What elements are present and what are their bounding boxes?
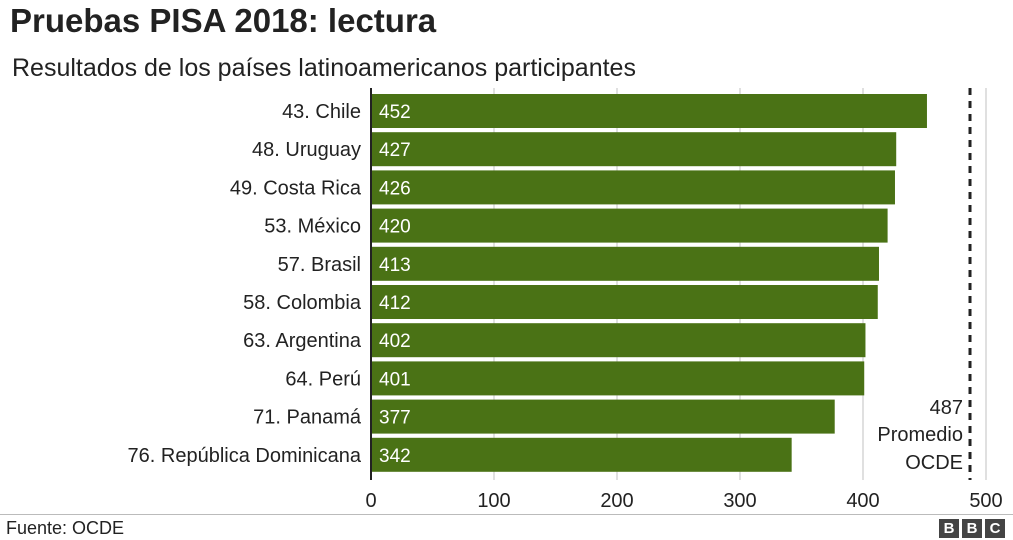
bar-value-label: 420 [379,217,411,238]
category-label: 48. Uruguay [252,139,361,161]
x-tick-label: 200 [600,490,633,510]
category-label: 76. República Dominicana [128,445,362,467]
bar [371,170,895,205]
chart-title: Pruebas PISA 2018: lectura [10,2,437,39]
bar [371,132,897,167]
bar [371,399,835,434]
x-tick-label: 0 [365,490,376,510]
bar [371,437,792,472]
bar-value-label: 342 [379,446,411,467]
bar [371,208,888,243]
footer-divider [0,514,1013,515]
bar [371,361,865,396]
chart-subtitle: Resultados de los países latinoamericano… [12,54,636,82]
category-label: 57. Brasil [278,254,361,276]
bar-chart: 0 100 200 300 400 500 43. Chile 452 48. Uruguay 4… [128,88,1003,510]
bar [371,323,866,358]
category-label: 58. Colombia [243,292,362,314]
bar [371,94,927,128]
oecd-average-label: Promedio [877,424,963,446]
category-label: 43. Chile [282,101,361,123]
bar-value-label: 427 [379,140,411,161]
bar-value-label: 426 [379,178,411,199]
bar [371,285,878,319]
oecd-average-label: 487 [930,397,963,419]
bar-value-label: 401 [379,369,411,390]
bar-value-label: 413 [379,255,411,276]
bbc-logo-letter-b2: B [962,519,982,538]
category-label: 63. Argentina [243,330,362,352]
x-tick-label: 400 [846,490,879,510]
category-label: 71. Panamá [253,407,362,429]
bbc-logo-letter-c: C [985,519,1005,538]
x-tick-label: 500 [969,490,1002,510]
category-label: 53. México [264,216,361,238]
bbc-logo: B B C [939,519,1005,538]
source-note: Fuente: OCDE [6,518,125,538]
oecd-average-label: OCDE [905,452,963,474]
category-label: 64. Perú [285,368,361,390]
bar-value-label: 402 [379,331,411,352]
bar-value-label: 377 [379,408,411,429]
bbc-logo-letter-b1: B [939,519,959,538]
bar [371,246,879,281]
bar-value-label: 452 [379,102,411,123]
bar-value-label: 412 [379,293,411,314]
x-tick-label: 300 [723,490,756,510]
x-tick-label: 100 [477,490,510,510]
category-label: 49. Costa Rica [230,177,362,199]
